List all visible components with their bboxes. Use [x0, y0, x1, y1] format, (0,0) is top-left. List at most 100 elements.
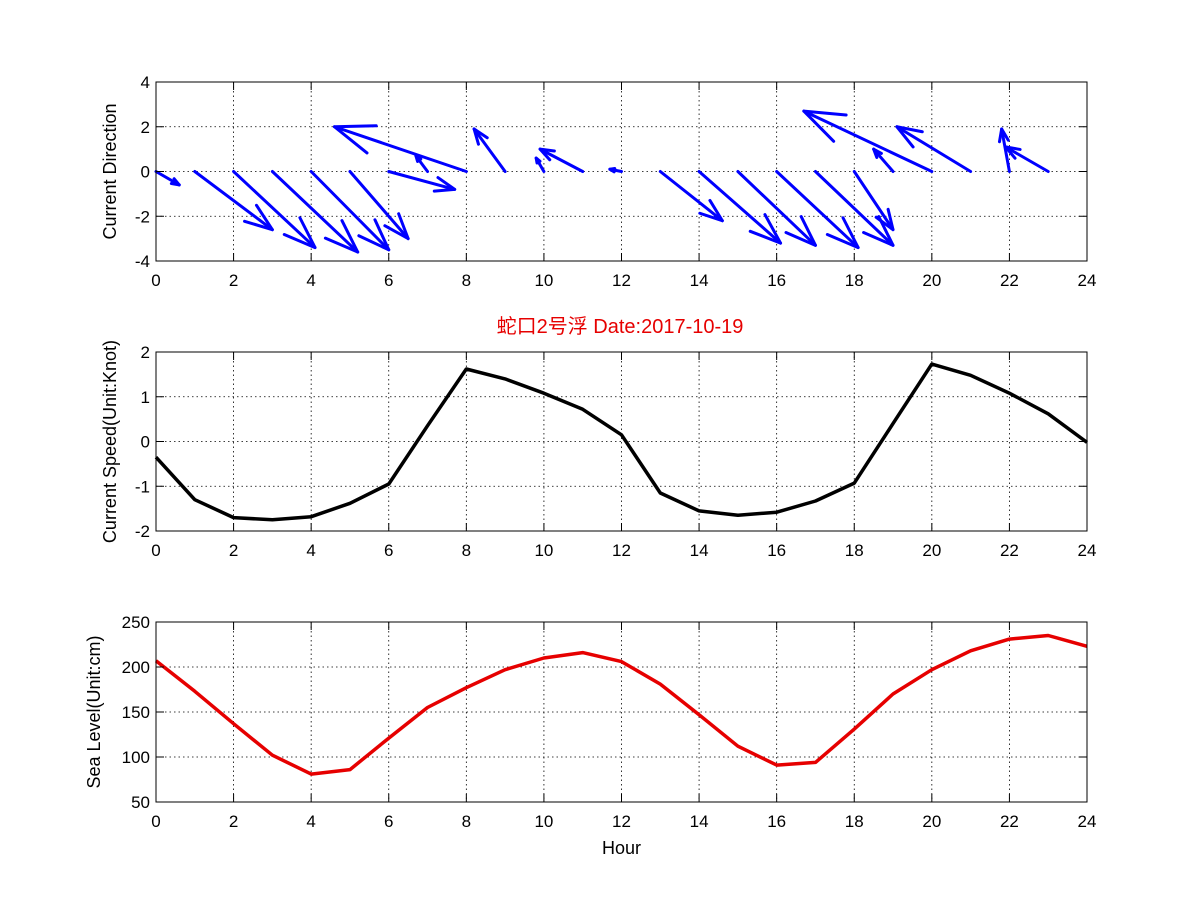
- current-speed-ylabel: Current Speed(Unit:Knot): [100, 340, 120, 543]
- current-direction-ytick-label-1: -2: [135, 207, 150, 226]
- current-speed-xtick-label-9: 18: [845, 541, 864, 560]
- sea-level-xtick-label-4: 8: [462, 812, 471, 831]
- sea-level-ytick-label-2: 150: [122, 703, 150, 722]
- current-direction-arrow-15: [736, 170, 817, 247]
- current-direction-xtick-label-1: 2: [229, 271, 238, 290]
- current-direction-arrow-20: [802, 109, 934, 173]
- current-direction-arrow-head-8: [332, 124, 378, 155]
- current-speed-xtick-label-5: 10: [534, 541, 553, 560]
- current-direction-arrow-head-12: [608, 166, 617, 174]
- current-direction-arrow-16: [775, 170, 860, 250]
- current-direction-arrow-head-20: [802, 109, 848, 143]
- current-speed-ytick-label-4: 2: [141, 343, 150, 362]
- sea-level-xtick-label-2: 4: [306, 812, 315, 831]
- current-direction-xtick-label-7: 14: [690, 271, 709, 290]
- current-direction-xtick-label-2: 4: [306, 271, 315, 290]
- current-direction-arrow-18: [852, 170, 895, 232]
- current-direction-arrow-shaft-0: [154, 170, 181, 187]
- current-speed-xtick-label-1: 2: [229, 541, 238, 560]
- current-direction-arrow-9: [472, 127, 507, 173]
- sea-level-ytick-label-3: 200: [122, 658, 150, 677]
- current-direction-ytick-label-4: 4: [141, 73, 150, 92]
- current-direction-arrow-head-3: [323, 219, 360, 254]
- current-direction-xtick-label-8: 16: [767, 271, 786, 290]
- current-direction-arrow-head-21: [895, 125, 924, 149]
- current-direction-arrow-shaft-11: [538, 147, 585, 173]
- current-speed-xtick-label-6: 12: [612, 541, 631, 560]
- current-direction-arrow-3: [270, 170, 360, 254]
- current-direction-arrow-shaft-13: [658, 170, 724, 223]
- current-direction-arrow-shaft-15: [736, 170, 817, 247]
- sea-level-xlabel: Hour: [602, 838, 641, 858]
- current-direction-arrow-shaft-9: [472, 127, 507, 173]
- current-direction-arrow-shaft-20: [802, 109, 934, 173]
- current-direction-arrow-14: [697, 170, 783, 245]
- current-speed-ytick-label-0: -2: [135, 522, 150, 541]
- sea-level-xtick-label-10: 20: [922, 812, 941, 831]
- current-direction-xtick-label-11: 22: [1000, 271, 1019, 290]
- current-direction-arrow-21: [895, 125, 973, 173]
- current-direction-arrow-shaft-3: [270, 170, 360, 254]
- current-speed-xtick-label-8: 16: [767, 541, 786, 560]
- sea-level-xtick-label-7: 14: [690, 812, 709, 831]
- current-speed-xtick-label-12: 24: [1078, 541, 1097, 560]
- current-speed-series-line: [154, 362, 1089, 522]
- sea-level-ylabel: Sea Level(Unit:cm): [84, 635, 104, 788]
- current-direction-arrow-shaft-4: [309, 170, 391, 252]
- sea-level-ytick-label-0: 50: [131, 793, 150, 812]
- current-speed-xtick-label-2: 4: [306, 541, 315, 560]
- current-direction-arrow-head-9: [472, 127, 489, 146]
- current-direction-arrow-shaft-19: [872, 147, 895, 173]
- current-direction-arrow-shaft-8: [332, 125, 468, 173]
- current-direction-arrow-head-6: [432, 176, 457, 193]
- current-direction-arrow-shaft-1: [193, 170, 274, 232]
- current-direction-arrow-head-4: [357, 218, 391, 252]
- current-direction-ytick-label-0: -4: [135, 252, 150, 271]
- current-direction-arrow-head-10: [534, 156, 542, 165]
- current-direction-arrow-head-13: [698, 198, 724, 223]
- current-direction-xtick-label-10: 20: [922, 271, 941, 290]
- sea-level-xtick-label-0: 0: [151, 812, 160, 831]
- current-speed-ytick-label-3: 1: [141, 388, 150, 407]
- current-direction-arrow-4: [309, 170, 391, 252]
- current-direction-ylabel: Current Direction: [100, 103, 120, 239]
- current-direction-arrow-head-14: [748, 213, 783, 245]
- current-direction-arrow-17: [813, 170, 895, 247]
- current-direction-arrow-5: [348, 170, 410, 241]
- current-direction-arrow-head-15: [784, 215, 817, 247]
- current-direction-arrow-23: [1004, 145, 1050, 173]
- current-direction-arrow-shaft-18: [852, 170, 895, 232]
- sea-level-xtick-label-6: 12: [612, 812, 631, 831]
- current-direction-xtick-label-0: 0: [151, 271, 160, 290]
- current-direction-arrow-shaft-23: [1004, 145, 1050, 173]
- current-direction-arrow-19: [872, 147, 895, 173]
- current-direction-xtick-label-12: 24: [1078, 271, 1097, 290]
- current-direction-arrow-head-16: [825, 216, 860, 250]
- current-direction-arrow-head-18: [874, 207, 895, 232]
- current-direction-arrow-shaft-16: [775, 170, 860, 250]
- current-direction-xtick-label-4: 8: [462, 271, 471, 290]
- current-speed-xtick-label-4: 8: [462, 541, 471, 560]
- current-direction-arrow-shaft-21: [895, 125, 973, 173]
- sea-level-ytick-label-4: 250: [122, 613, 150, 632]
- current-direction-arrow-head-23: [1004, 145, 1022, 160]
- current-direction-arrow-6: [387, 170, 457, 193]
- sea-level-xtick-label-9: 18: [845, 812, 864, 831]
- current-direction-arrow-head-17: [862, 215, 895, 247]
- current-speed-xtick-label-3: 6: [384, 541, 393, 560]
- current-direction-arrow-shaft-5: [348, 170, 410, 241]
- figure-title: 蛇口2号浮 Date:2017-10-19: [497, 315, 744, 338]
- current-direction-arrow-head-19: [872, 147, 883, 159]
- current-direction-arrow-shaft-14: [697, 170, 783, 245]
- current-speed-xtick-label-10: 20: [922, 541, 941, 560]
- current-direction-xtick-label-9: 18: [845, 271, 864, 290]
- current-direction-arrow-head-11: [538, 147, 556, 162]
- current-direction-arrow-head-5: [383, 212, 410, 241]
- current-direction-arrow-shaft-6: [387, 170, 457, 191]
- current-speed-xtick-label-0: 0: [151, 541, 160, 560]
